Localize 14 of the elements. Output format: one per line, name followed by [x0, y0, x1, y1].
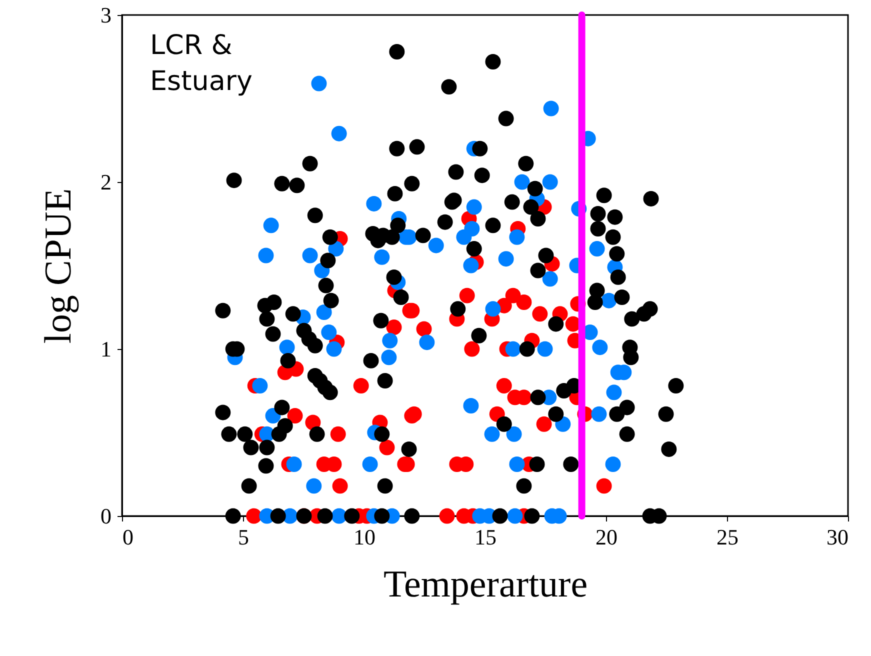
x-tick-label: 5 [238, 524, 249, 550]
x-tick-label: 10 [354, 524, 376, 550]
y-tick-label: 1 [100, 336, 112, 362]
y-tick-label: 0 [100, 504, 112, 528]
x-tick-label: 25 [716, 524, 738, 550]
y-tick-label: 3 [100, 2, 112, 28]
y-tick-label: 2 [100, 170, 112, 194]
annotation: LCR & Estuary [150, 30, 252, 97]
x-tick-label: 0 [122, 524, 134, 550]
x-tick-label: 30 [826, 524, 848, 550]
x-axis-title: Temperarture [383, 564, 588, 606]
x-tick-label: 15 [474, 524, 496, 550]
x-tick-label: 20 [596, 524, 618, 550]
y-axis-title: log CPUE [38, 188, 80, 344]
